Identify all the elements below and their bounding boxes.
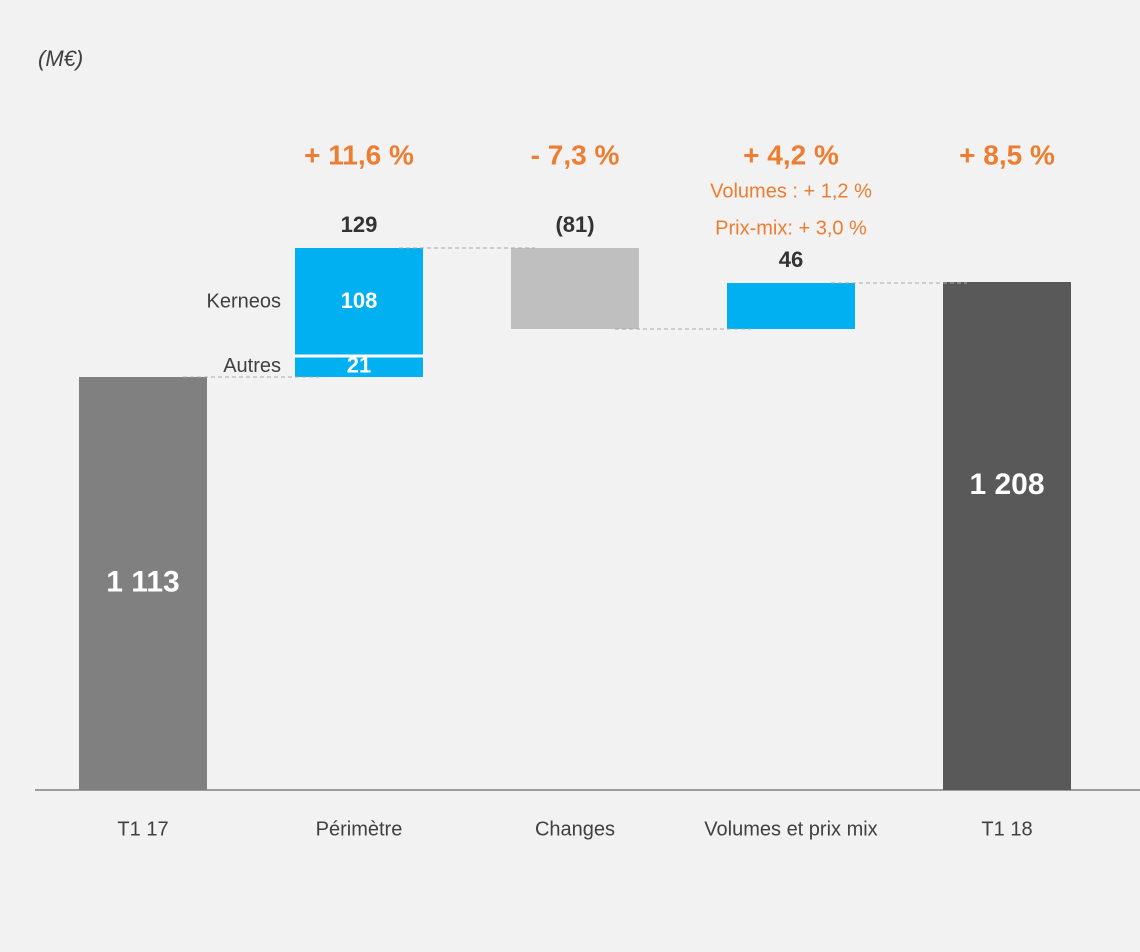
segment-value-label: 108 bbox=[341, 288, 378, 313]
value-label: 46 bbox=[779, 247, 803, 272]
x-tick-label: T1 18 bbox=[981, 818, 1032, 840]
growth-detail: Volumes : + 1,2 % bbox=[710, 180, 872, 202]
bar bbox=[943, 282, 1071, 790]
value-label: 1 208 bbox=[969, 468, 1044, 501]
unit-label: (M€) bbox=[38, 46, 83, 71]
x-tick-label: Volumes et prix mix bbox=[704, 818, 877, 840]
bar bbox=[727, 283, 855, 329]
bar bbox=[511, 248, 639, 329]
segment-name: Kerneos bbox=[207, 290, 282, 312]
growth-label: + 4,2 % bbox=[743, 139, 839, 170]
segment-name: Autres bbox=[223, 355, 281, 377]
x-tick-label: Changes bbox=[535, 818, 615, 840]
x-tick-label: T1 17 bbox=[117, 818, 168, 840]
growth-label: - 7,3 % bbox=[531, 139, 620, 170]
growth-label: + 8,5 % bbox=[959, 139, 1055, 170]
bar-segment bbox=[295, 356, 423, 377]
growth-detail: Prix-mix: + 3,0 % bbox=[715, 217, 867, 239]
value-label: (81) bbox=[555, 212, 594, 237]
value-label: 1 113 bbox=[106, 565, 179, 598]
x-tick-label: Périmètre bbox=[316, 818, 403, 840]
bar bbox=[79, 377, 207, 790]
value-label: 129 bbox=[341, 212, 378, 237]
bar-segment bbox=[295, 248, 423, 356]
growth-label: + 11,6 % bbox=[304, 139, 414, 170]
